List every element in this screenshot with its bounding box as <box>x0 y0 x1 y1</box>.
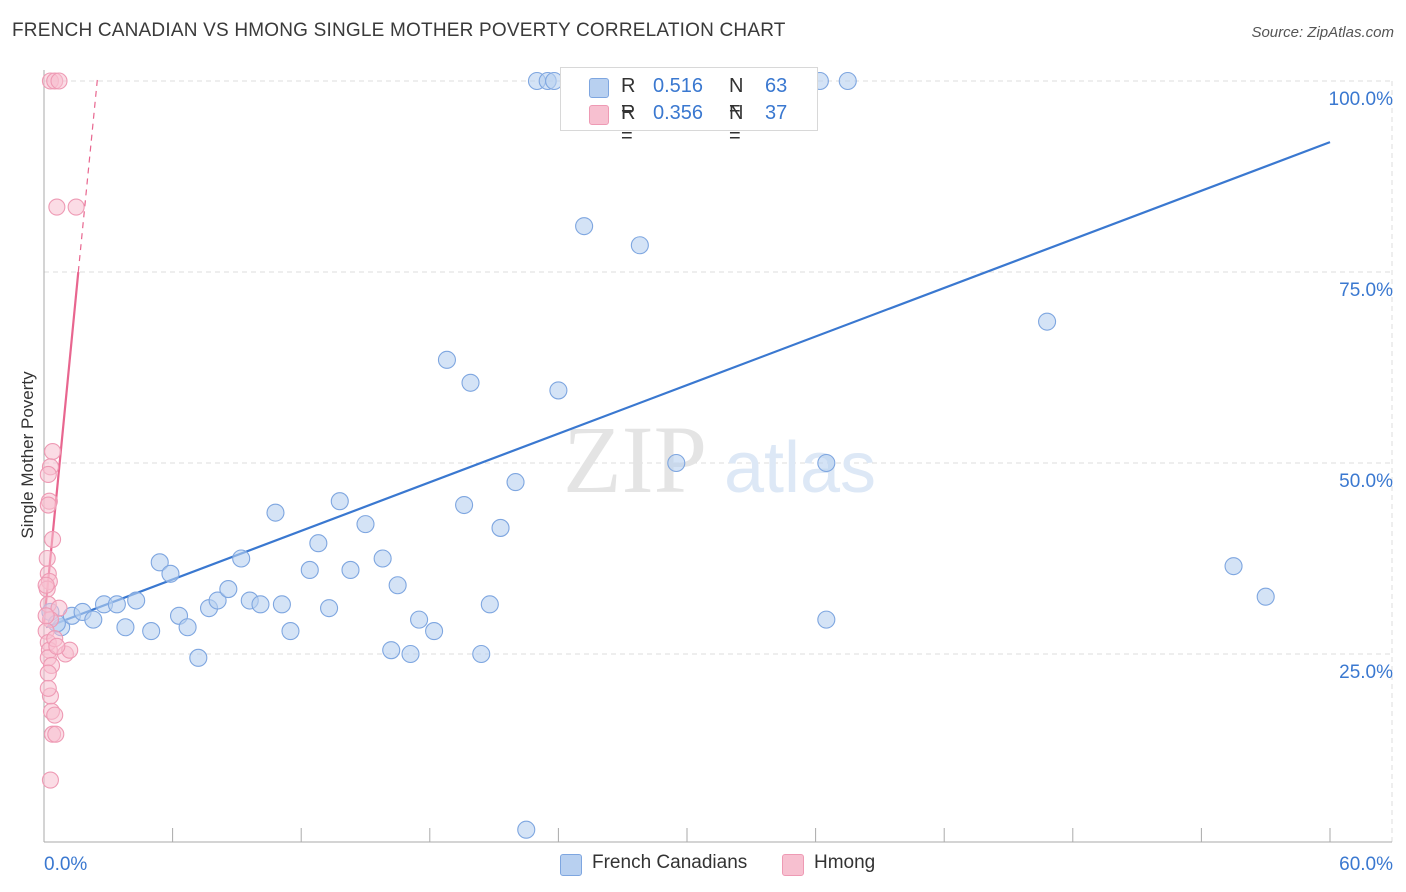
y-tick-label: 75.0% <box>1339 280 1393 301</box>
point-french-canadians <box>219 580 238 599</box>
point-hmong <box>44 442 62 461</box>
legend-n-label: N = <box>729 75 744 120</box>
point-french-canadians <box>281 622 300 641</box>
point-french-canadians <box>1224 557 1243 576</box>
point-french-canadians <box>178 618 197 637</box>
legend-swatch-pink <box>589 105 609 125</box>
correlation-legend: R = 0.516 N = 63 R = 0.356 N = 37 <box>560 67 818 147</box>
point-hmong <box>48 637 66 655</box>
point-french-canadians <box>491 518 510 537</box>
point-hmong <box>41 771 59 789</box>
point-french-canadians <box>817 610 836 629</box>
series-french-canadians <box>41 71 1275 839</box>
point-hmong <box>47 725 65 743</box>
point-hmong <box>39 664 57 682</box>
source-credit: Source: ZipAtlas.com <box>1251 24 1394 41</box>
bottom-legend-label: Hmong <box>814 852 876 873</box>
axes <box>43 70 1392 843</box>
legend-r-value: 0.356 <box>653 102 704 124</box>
legend-swatch-blue <box>589 78 609 98</box>
point-hmong <box>46 706 64 724</box>
point-french-canadians <box>150 553 169 572</box>
trend-line-hmong-extension <box>77 77 99 273</box>
y-axis-label: Single Mother Poverty <box>18 371 37 539</box>
chart-title: FRENCH CANADIAN VS HMONG SINGLE MOTHER P… <box>12 20 786 41</box>
point-french-canadians <box>480 595 499 614</box>
point-french-canadians <box>838 71 857 91</box>
point-french-canadians <box>373 549 392 568</box>
point-french-canadians <box>127 591 146 610</box>
point-french-canadians <box>455 495 474 515</box>
point-french-canadians <box>341 560 360 580</box>
point-french-canadians <box>161 564 180 583</box>
point-french-canadians <box>517 820 536 839</box>
point-french-canadians <box>437 350 456 369</box>
x-tick-label-left: 0.0% <box>44 854 87 875</box>
y-tick-label: 50.0% <box>1339 471 1393 492</box>
x-tick-label-right: 60.0% <box>1339 854 1393 875</box>
legend-n-value: 37 <box>765 102 788 124</box>
legend-n-label: N = <box>729 102 744 147</box>
y-tick-label: 100.0% <box>1329 89 1394 110</box>
point-french-canadians <box>667 453 686 473</box>
point-french-canadians <box>817 453 836 473</box>
watermark-zip: ZIP <box>563 406 707 513</box>
point-french-canadians <box>388 576 407 595</box>
point-hmong <box>37 576 55 594</box>
y-tick-label: 25.0% <box>1339 662 1393 683</box>
legend-r-label: R = <box>621 75 636 120</box>
point-french-canadians <box>320 599 339 618</box>
point-french-canadians <box>189 648 208 667</box>
trend-line-french-canadians <box>45 141 1331 629</box>
legend-r-value: 0.516 <box>653 75 704 97</box>
point-french-canadians <box>251 595 270 614</box>
point-french-canadians <box>461 373 480 392</box>
watermark-atlas: atlas <box>724 428 876 508</box>
point-french-canadians <box>142 622 161 641</box>
point-french-canadians <box>266 503 285 522</box>
point-french-canadians <box>401 644 420 664</box>
point-french-canadians <box>272 595 291 614</box>
point-french-canadians <box>330 492 349 511</box>
point-french-canadians <box>232 549 251 568</box>
bottom-legend-swatch-blue <box>560 854 582 876</box>
point-french-canadians <box>575 217 594 236</box>
point-french-canadians <box>300 560 319 580</box>
point-french-canadians <box>506 473 525 492</box>
legend-r-label: R = <box>621 102 636 147</box>
point-french-canadians <box>472 644 491 664</box>
point-french-canadians <box>208 591 227 610</box>
bottom-legend-swatch-pink <box>782 854 804 876</box>
point-hmong <box>39 496 57 514</box>
point-french-canadians <box>1038 312 1057 331</box>
tick-labels: 25.0% 50.0% 75.0% 100.0% 0.0% 60.0% <box>44 89 1393 875</box>
gridlines <box>44 80 1393 842</box>
point-french-canadians <box>116 618 135 637</box>
point-french-canadians <box>630 236 649 255</box>
point-french-canadians <box>309 534 328 553</box>
series-hmong <box>37 72 85 789</box>
bottom-legend-label: French Canadians <box>592 852 748 873</box>
point-french-canadians <box>356 515 375 534</box>
point-hmong <box>38 549 56 568</box>
point-hmong <box>37 607 55 625</box>
point-french-canadians <box>425 622 444 641</box>
legend-n-value: 63 <box>765 75 788 97</box>
point-hmong <box>39 465 57 484</box>
trend-lines <box>42 77 1331 629</box>
point-french-canadians <box>549 381 568 400</box>
point-hmong <box>50 72 68 90</box>
point-hmong <box>39 679 57 697</box>
point-hmong <box>44 530 62 548</box>
point-hmong <box>50 599 68 617</box>
point-french-canadians <box>84 610 103 629</box>
point-french-canadians <box>410 610 429 629</box>
point-french-canadians <box>107 595 126 614</box>
point-hmong <box>67 198 85 216</box>
point-french-canadians <box>382 641 401 660</box>
point-hmong <box>48 198 66 216</box>
point-french-canadians <box>1256 587 1275 606</box>
